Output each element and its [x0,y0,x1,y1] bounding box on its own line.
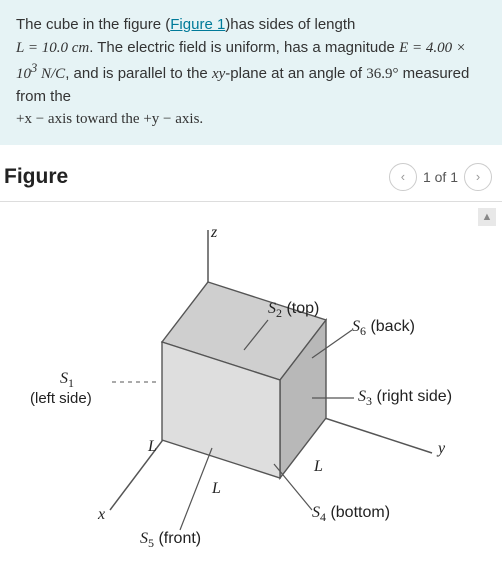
pager-text: 1 of 1 [423,169,458,185]
angle: 36.9° [366,66,398,82]
s3-label: S3 (right side) [358,388,452,409]
pager-next-button[interactable]: › [464,163,492,191]
xy: xy [212,66,225,82]
s2-label: S2 (top) [268,300,319,321]
s1-text: (left side) [30,390,92,407]
length-eq: L = 10.0 cm [16,40,89,56]
text: , and is parallel to the [65,65,212,82]
x-axis-label: x [98,506,105,524]
L-label-1: L [148,438,157,456]
text: )has sides of length [225,16,355,33]
s4-label: S4 (bottom) [312,504,390,525]
problem-statement: The cube in the figure (Figure 1)has sid… [0,0,502,145]
s5-label: S5 (front) [140,530,201,551]
pager-prev-button[interactable]: ‹ [389,163,417,191]
y-axis-label: y [438,440,445,458]
figure-link[interactable]: Figure 1 [170,16,225,33]
L-label-2: L [212,480,221,498]
text: -plane at an angle of [225,65,366,82]
figure-heading: Figure [4,165,68,189]
text: The cube in the figure ( [16,16,170,33]
scroll-up-icon[interactable]: ▲ [478,208,496,226]
text: toward the [72,111,143,127]
z-axis-label: z [211,224,217,242]
cube-svg [12,210,472,560]
figure-body: ▲ [0,202,502,572]
s6-label: S6 (back) [352,318,415,339]
cube-diagram: z y x L L L S1 (left side) S2 (top) S6 (… [12,210,472,560]
figure-header: Figure ‹ 1 of 1 › [0,145,502,202]
axis-from: +x − axis [16,111,72,127]
text: . The electric field is uniform, has a m… [89,39,399,56]
L-label-3: L [314,458,323,476]
figure-pager: ‹ 1 of 1 › [389,163,492,191]
axis-to: +y − axis [143,111,199,127]
s1-label: S1 [60,370,74,391]
text: . [199,111,203,127]
